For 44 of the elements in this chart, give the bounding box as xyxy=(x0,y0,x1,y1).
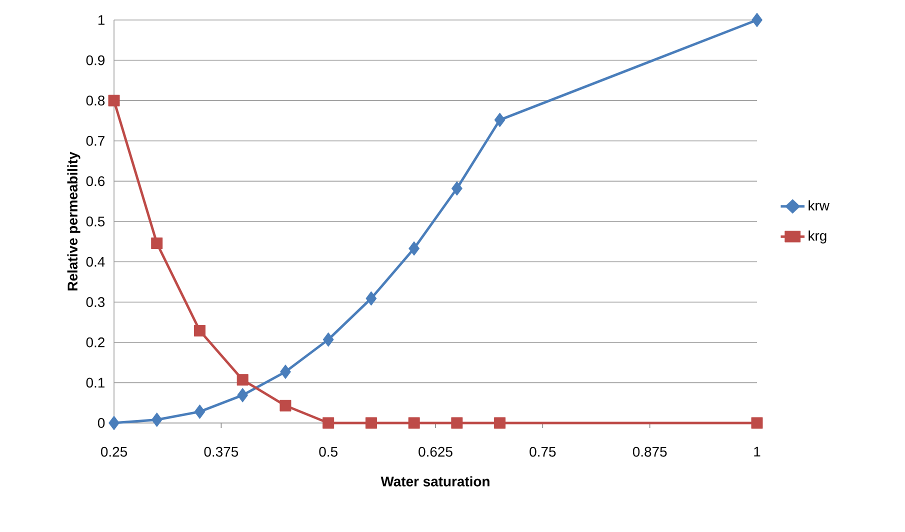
y-tick-label: 0.4 xyxy=(86,256,105,267)
x-tick-label: 0.875 xyxy=(632,446,667,457)
point xyxy=(280,364,291,380)
y-tick-label: 0 xyxy=(98,418,105,428)
y-tick-label: 0.8 xyxy=(86,96,105,106)
x-tick-label: 0.625 xyxy=(418,446,452,457)
point xyxy=(494,417,506,429)
point xyxy=(151,237,163,249)
point xyxy=(366,291,377,306)
y-tick-label: 0.5 xyxy=(86,216,105,226)
y-tick-label: 0.1 xyxy=(86,378,104,388)
x-tick-label: 0.25 xyxy=(100,446,127,457)
y-tick-label: 0.7 xyxy=(86,136,104,146)
point xyxy=(194,404,206,419)
y-tick-label: 0.9 xyxy=(86,55,104,66)
point xyxy=(451,181,462,196)
point xyxy=(194,324,206,336)
point xyxy=(237,388,248,402)
point xyxy=(151,412,162,428)
point xyxy=(451,417,463,429)
legend-label: krg xyxy=(808,230,826,244)
point xyxy=(494,112,506,128)
x-tick-label: 0.375 xyxy=(204,446,238,457)
point xyxy=(408,241,420,256)
point xyxy=(280,400,292,412)
x-axis-title: Water saturation xyxy=(380,476,490,486)
point xyxy=(236,374,248,386)
y-tick-label: 0.2 xyxy=(86,337,104,348)
y-tick-label: 0.3 xyxy=(86,297,105,308)
point xyxy=(108,416,120,430)
y-tick-label: 1 xyxy=(98,15,104,25)
point xyxy=(751,417,763,429)
x-tick-label: 0.75 xyxy=(530,446,556,457)
point xyxy=(322,332,334,347)
x-tick-label: 1 xyxy=(754,446,760,456)
point xyxy=(752,12,762,28)
x-tick-label: 0.5 xyxy=(319,446,338,457)
y-tick-label: 0.6 xyxy=(86,176,105,186)
y-axis-title: Relative permeability xyxy=(67,152,80,290)
legend-label: krw xyxy=(808,200,830,210)
point xyxy=(365,417,377,429)
point xyxy=(108,94,120,106)
point xyxy=(408,417,420,429)
point xyxy=(322,417,334,429)
